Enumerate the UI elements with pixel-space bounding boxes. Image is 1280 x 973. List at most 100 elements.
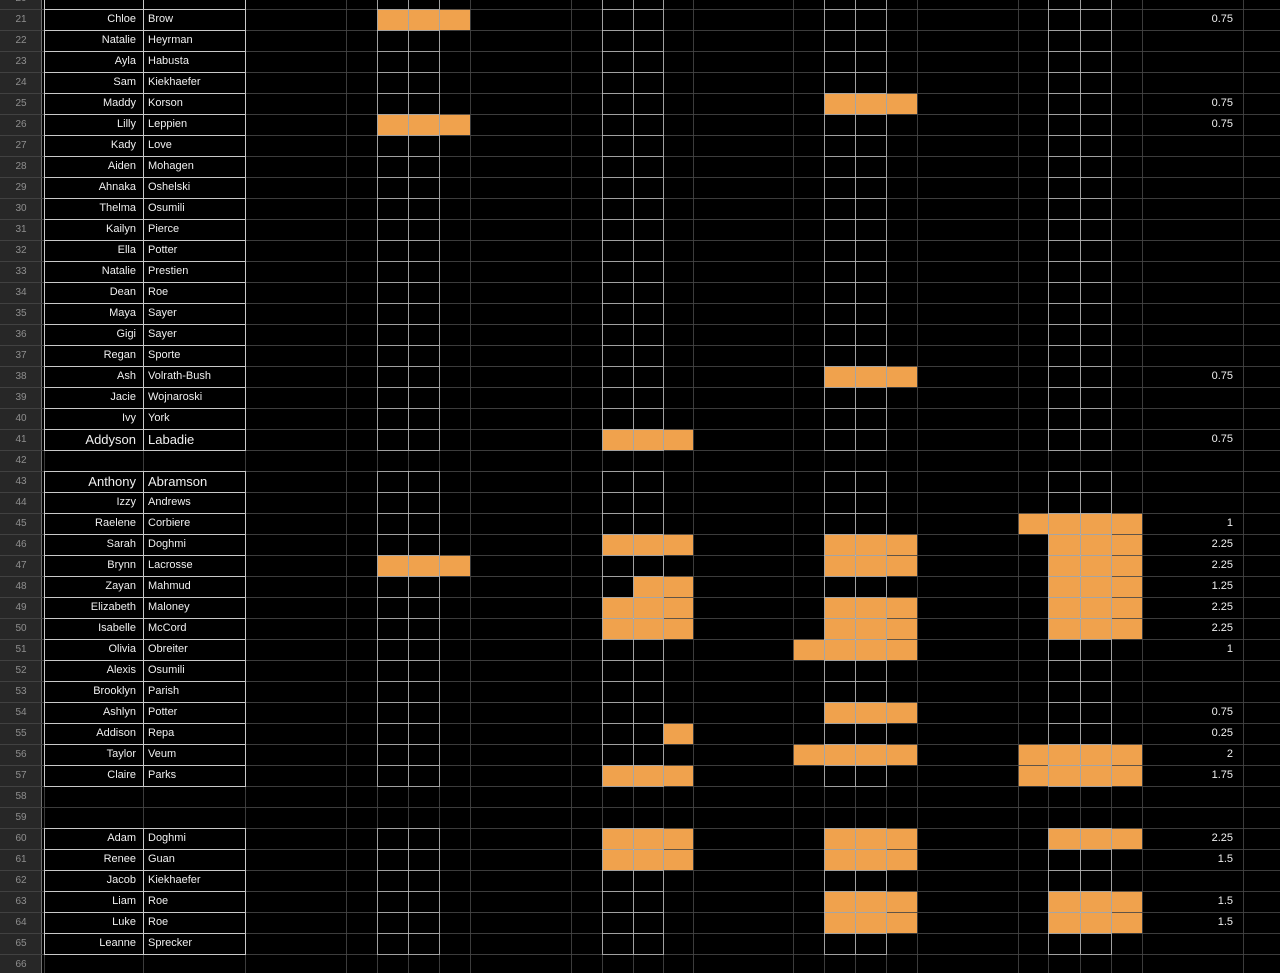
first-name-cell[interactable]: Jacob [106,874,136,886]
first-name-cell[interactable]: Ashlyn [102,706,136,718]
schedule-block[interactable] [602,618,693,639]
schedule-block[interactable] [824,534,917,555]
row-number[interactable]: 63 [15,896,27,907]
first-name-cell[interactable]: Chloe [107,13,136,25]
hours-total-cell[interactable]: 2.25 [1211,559,1233,571]
last-name-cell[interactable]: Andrews [148,496,191,508]
row-number[interactable]: 66 [15,959,27,970]
first-name-cell[interactable]: Gigi [116,328,136,340]
row-number[interactable]: 45 [15,518,27,529]
hours-total-cell[interactable]: 0.75 [1211,13,1233,25]
first-name-cell[interactable]: Natalie [101,34,136,46]
last-name-cell[interactable]: Heyrman [148,34,193,46]
schedule-block[interactable] [824,891,917,912]
first-name-cell[interactable]: Kailyn [106,223,136,235]
schedule-block[interactable] [1048,912,1142,933]
first-name-cell[interactable]: Sam [113,76,136,88]
schedule-block[interactable] [602,429,693,450]
last-name-cell[interactable]: Brow [148,13,174,25]
schedule-block[interactable] [602,534,693,555]
last-name-cell[interactable]: Osumili [148,664,185,676]
schedule-block[interactable] [1048,555,1142,576]
row-number[interactable]: 36 [15,329,27,340]
row-number[interactable]: 31 [15,224,27,235]
row-number[interactable]: 55 [15,728,27,739]
last-name-cell[interactable]: Obreiter [148,643,188,655]
schedule-block[interactable] [377,9,470,30]
row-number[interactable]: 33 [15,266,27,277]
first-name-cell[interactable]: Taylor [106,748,136,760]
last-name-cell[interactable]: Pierce [148,223,180,235]
first-name-cell[interactable]: Renee [103,853,136,865]
schedule-block[interactable] [824,93,917,114]
schedule-block[interactable] [824,597,917,618]
hours-total-cell[interactable]: 1 [1226,643,1233,655]
last-name-cell[interactable]: Guan [148,853,175,865]
last-name-cell[interactable]: Sayer [148,328,177,340]
last-name-cell[interactable]: Oshelski [148,181,191,193]
first-name-cell[interactable]: Maya [109,307,136,319]
row-number[interactable]: 38 [15,371,27,382]
schedule-block[interactable] [602,597,693,618]
schedule-block[interactable] [377,114,470,135]
schedule-block[interactable] [1048,891,1142,912]
last-name-cell[interactable]: Roe [148,916,169,928]
first-name-cell[interactable]: Olivia [108,643,136,655]
last-name-cell[interactable]: Parks [148,769,177,781]
first-name-cell[interactable]: Addison [96,727,136,739]
schedule-block[interactable] [824,702,917,723]
row-number[interactable]: 30 [15,203,27,214]
first-name-cell[interactable]: Maddy [102,97,136,109]
first-name-cell[interactable]: Claire [107,769,136,781]
first-name-cell[interactable]: Liam [112,895,136,907]
first-name-cell[interactable]: Natalie [101,265,136,277]
first-name-cell[interactable]: Alexis [106,664,136,676]
row-number[interactable]: 27 [15,140,27,151]
schedule-block[interactable] [824,849,917,870]
hours-total-cell[interactable]: 2 [1226,748,1233,760]
row-number[interactable]: 37 [15,350,27,361]
last-name-cell[interactable]: Leppien [148,118,188,130]
hours-total-cell[interactable]: 0.75 [1211,370,1233,382]
row-number[interactable]: 56 [15,749,27,760]
hours-total-cell[interactable]: 0.75 [1211,118,1233,130]
first-name-cell[interactable]: Thelma [99,202,136,214]
hours-total-cell[interactable]: 1.75 [1211,769,1233,781]
last-name-cell[interactable]: Roe [148,286,169,298]
row-number[interactable]: 48 [15,581,27,592]
hours-total-cell[interactable]: 2.25 [1211,538,1233,550]
row-number[interactable]: 25 [15,98,27,109]
hours-total-cell[interactable]: 2.25 [1211,622,1233,634]
hours-total-cell[interactable]: 1.5 [1217,895,1233,907]
last-name-cell[interactable]: Sporte [148,349,181,361]
last-name-cell[interactable]: Habusta [148,55,189,67]
last-name-cell[interactable]: Abramson [148,474,208,489]
row-number[interactable]: 22 [15,35,27,46]
hours-total-cell[interactable]: 2.25 [1211,601,1233,613]
row-number[interactable]: 39 [15,392,27,403]
first-name-cell[interactable]: Aiden [107,160,136,172]
last-name-cell[interactable]: Prestien [148,265,189,277]
row-number[interactable]: 41 [15,434,27,445]
hours-total-cell[interactable]: 0.25 [1211,727,1233,739]
hours-total-cell[interactable]: 2.25 [1211,832,1233,844]
first-name-cell[interactable]: Izzy [116,496,136,508]
last-name-cell[interactable]: Potter [148,244,178,256]
row-number[interactable]: 44 [15,497,27,508]
schedule-block[interactable] [1048,828,1142,849]
row-number[interactable]: 40 [15,413,27,424]
first-name-cell[interactable]: Anthony [88,474,136,489]
first-name-cell[interactable]: Ahnaka [98,181,136,193]
row-number[interactable]: 28 [15,161,27,172]
schedule-block[interactable] [1048,534,1142,555]
last-name-cell[interactable]: Kiekhaefer [148,76,201,88]
row-number[interactable]: 24 [15,77,27,88]
last-name-cell[interactable]: Parish [148,685,180,697]
first-name-cell[interactable]: Zayan [105,580,136,592]
last-name-cell[interactable]: Wojnaroski [148,391,203,403]
row-number[interactable]: 29 [15,182,27,193]
last-name-cell[interactable]: Korson [148,97,183,109]
first-name-cell[interactable]: Ash [117,370,136,382]
last-name-cell[interactable]: Kiekhaefer [148,874,201,886]
row-number[interactable]: 62 [15,875,27,886]
